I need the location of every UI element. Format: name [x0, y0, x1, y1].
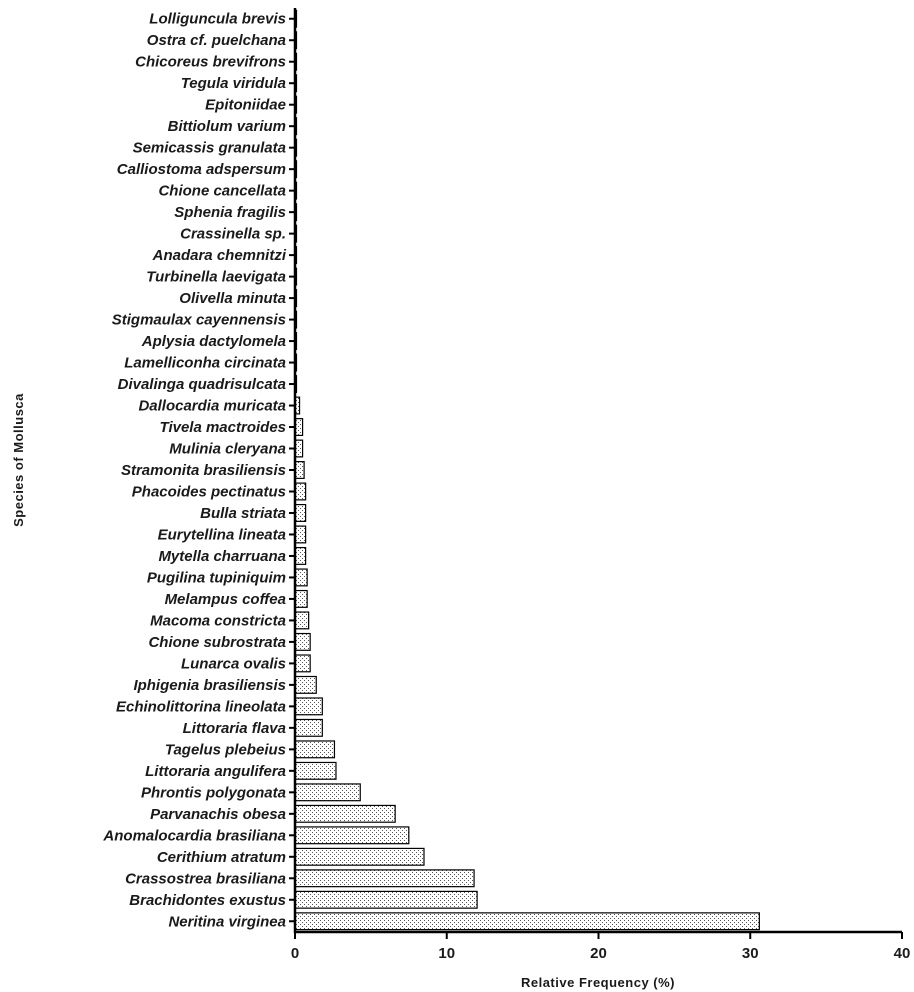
bar	[294, 718, 323, 737]
category-label: Littoraria angulifera	[145, 763, 286, 780]
category-label: Chicoreus brevifrons	[135, 54, 286, 71]
x-tick-label: 20	[590, 945, 607, 962]
category-label: Brachidontes exustus	[129, 892, 286, 909]
category-label: Tivela mactroides	[160, 419, 286, 436]
category-label: Stigmaulax cayennensis	[112, 312, 286, 329]
bar	[294, 611, 310, 630]
bar	[294, 632, 311, 651]
bar	[294, 761, 337, 780]
category-label: Crassostrea brasiliana	[125, 870, 286, 887]
bar	[294, 589, 308, 608]
bar	[294, 525, 307, 544]
category-label: Eurytellina lineata	[158, 526, 286, 543]
bar	[294, 912, 760, 931]
bar	[294, 482, 307, 501]
bar	[294, 568, 308, 587]
category-label: Pugilina tupiniquim	[147, 569, 286, 586]
category-label: Iphigenia brasiliensis	[133, 677, 286, 694]
category-label: Epitoniidae	[205, 97, 286, 114]
category-label: Ostra cf. puelchana	[147, 32, 286, 49]
category-label: Tegula viridula	[181, 75, 286, 92]
category-label: Chione cancellata	[158, 183, 286, 200]
y-axis-title: Species of Mollusca	[11, 393, 26, 527]
x-axis-ticks: 0 10 20 30 40	[291, 932, 911, 962]
x-axis-title: Relative Frequency (%)	[521, 975, 675, 990]
category-label: Anadara chemnitzi	[152, 247, 287, 264]
bar	[294, 847, 425, 866]
bar	[294, 804, 396, 823]
category-label: Calliostoma adspersum	[117, 161, 286, 178]
category-label: Lamelliconha circinata	[124, 355, 286, 372]
category-label: Crassinella sp.	[180, 226, 286, 243]
x-tick-label: 10	[438, 945, 455, 962]
bars-group	[294, 9, 760, 931]
category-label: Lunarca ovalis	[181, 655, 286, 672]
category-label: Lolliguncula brevis	[149, 11, 286, 28]
category-label: Stramonita brasiliensis	[121, 462, 286, 479]
category-label: Tagelus plebeius	[165, 741, 286, 758]
category-label: Mulinia cleryana	[169, 441, 286, 458]
category-label: Semicassis granulata	[133, 140, 286, 157]
category-label: Turbinella laevigata	[146, 269, 286, 286]
x-tick-label: 40	[894, 945, 911, 962]
bar	[294, 546, 307, 565]
category-labels: Lolliguncula brevis Ostra cf. puelchana Ch…	[102, 11, 286, 931]
category-label: Phrontis polygonata	[141, 784, 286, 801]
bar	[294, 697, 323, 716]
x-tick-label: 30	[742, 945, 759, 962]
category-label: Chione subrostrata	[148, 634, 286, 651]
category-label: Olivella minuta	[179, 290, 286, 307]
bar	[294, 826, 410, 845]
bar	[294, 675, 317, 694]
bar	[294, 783, 361, 802]
bar	[294, 461, 305, 479]
x-tick-label: 0	[291, 945, 299, 962]
category-label: Anomalocardia brasiliana	[102, 827, 286, 844]
bar	[294, 740, 336, 759]
category-label: Echinolittorina lineolata	[116, 698, 286, 715]
category-label: Sphenia fragilis	[174, 204, 286, 221]
category-label: Littoraria flava	[183, 720, 286, 737]
category-label: Aplysia dactylomela	[141, 333, 286, 350]
category-label: Melampus coffea	[165, 591, 286, 608]
bar	[294, 869, 475, 888]
bar	[294, 890, 478, 909]
category-label: Mytella charruana	[158, 548, 286, 565]
category-label: Macoma constricta	[150, 612, 286, 629]
category-label: Parvanachis obesa	[150, 806, 286, 823]
category-label: Cerithium atratum	[157, 849, 286, 866]
category-label: Bulla striata	[200, 505, 286, 522]
bar	[294, 654, 311, 673]
category-label: Divalinga quadrisulcata	[118, 376, 286, 393]
category-label: Neritina virginea	[168, 913, 286, 930]
category-label: Dallocardia muricata	[138, 398, 286, 415]
category-label: Bittiolum varium	[168, 118, 286, 135]
category-label: Phacoides pectinatus	[132, 483, 286, 500]
bar	[294, 503, 307, 522]
